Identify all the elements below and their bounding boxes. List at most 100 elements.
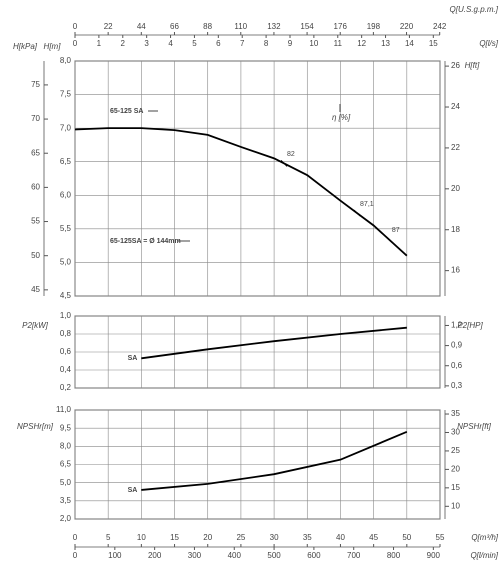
y-axis-label: NPSHr[m] xyxy=(17,422,54,431)
top-tick-label: 154 xyxy=(300,22,314,31)
x-tick-label: 0 xyxy=(73,533,78,542)
y2-tick-label: 15 xyxy=(451,483,460,492)
y-tick-label: 7,5 xyxy=(60,90,72,99)
y2-tick-label: 10 xyxy=(451,501,460,510)
y-tick-label: 0,2 xyxy=(60,383,72,392)
top-tick-label: 220 xyxy=(400,22,414,31)
y2-axis-label: H[ft] xyxy=(465,61,480,70)
y2-tick-label: 24 xyxy=(451,102,460,111)
efficiency-mark xyxy=(353,209,361,217)
x-tick-label: 15 xyxy=(170,533,179,542)
y2-tick-label: 18 xyxy=(451,225,460,234)
y2-tick-label: 16 xyxy=(451,266,460,275)
y2-axis-label: P2[HP] xyxy=(457,321,483,330)
top-tick-label: 2 xyxy=(121,39,126,48)
x2-tick-label: 100 xyxy=(108,551,122,560)
plot-frame xyxy=(74,60,441,297)
top-tick-label: 3 xyxy=(144,39,149,48)
y-tick-label: 5,0 xyxy=(60,478,72,487)
series-label: 65-125 SA xyxy=(110,108,143,115)
y2-tick-label: 20 xyxy=(451,184,460,193)
x-axis-label: Q[m³/h] xyxy=(471,533,498,542)
y-tick-label: 7,0 xyxy=(60,123,72,132)
y-tick-label: 5,5 xyxy=(60,224,72,233)
top-axis-label: Q[l/s] xyxy=(479,39,498,48)
x2-tick-label: 200 xyxy=(148,551,162,560)
top-tick-label: 0 xyxy=(73,22,78,31)
top-tick-label: 198 xyxy=(367,22,381,31)
top-tick-label: 9 xyxy=(288,39,293,48)
top-tick-label: 1 xyxy=(97,39,102,48)
curve xyxy=(141,326,407,360)
y-tick-label: 0,4 xyxy=(60,365,72,374)
x2-axis-label: Q[l/min] xyxy=(470,551,498,560)
y2-tick-label: 20 xyxy=(451,465,460,474)
top-tick-label: 12 xyxy=(357,39,366,48)
y-tick-label: 11,0 xyxy=(56,405,72,414)
top-tick-label: 6 xyxy=(216,39,221,48)
y-tick-label: 6,5 xyxy=(60,460,72,469)
top-tick-label: 14 xyxy=(405,39,414,48)
series-label: SA xyxy=(128,487,138,494)
top-tick-label: 8 xyxy=(264,39,269,48)
efficiency-label: 87,1 xyxy=(360,201,374,208)
x2-tick-label: 600 xyxy=(307,551,321,560)
y-tick-label: 6,5 xyxy=(60,157,72,166)
y-tick-label: 1,0 xyxy=(60,311,72,320)
top-tick-label: 242 xyxy=(433,22,447,31)
y2-tick-label: 26 xyxy=(451,61,460,70)
x-tick-label: 40 xyxy=(336,533,345,542)
top-tick-label: 44 xyxy=(137,22,146,31)
x-tick-label: 30 xyxy=(270,533,279,542)
y3-tick-label: 75 xyxy=(31,80,40,89)
top-tick-label: 7 xyxy=(240,39,245,48)
y2-tick-label: 0,6 xyxy=(451,361,463,370)
annotation: 65-125SA = Ø 144mm xyxy=(110,238,181,245)
y3-tick-label: 45 xyxy=(31,285,40,294)
y-tick-label: 5,0 xyxy=(60,258,72,267)
y-tick-label: 2,0 xyxy=(60,514,72,523)
top-tick-label: 4 xyxy=(168,39,173,48)
top-axis-label: Q[U.S.g.p.m.] xyxy=(450,5,499,14)
y-axis-label: P2[kW] xyxy=(22,321,49,330)
series-label: SA xyxy=(128,355,138,362)
y-tick-label: 0,8 xyxy=(60,329,72,338)
x2-tick-label: 800 xyxy=(387,551,401,560)
efficiency-mark xyxy=(385,236,393,243)
efficiency-label: 87 xyxy=(392,227,400,234)
y2-tick-label: 30 xyxy=(451,428,460,437)
top-tick-label: 176 xyxy=(334,22,348,31)
efficiency-label: 82 xyxy=(287,151,295,158)
top-tick-label: 5 xyxy=(192,39,197,48)
annotation: η [%] xyxy=(332,113,351,122)
top-tick-label: 66 xyxy=(170,22,179,31)
top-tick-label: 132 xyxy=(267,22,281,31)
x2-tick-label: 700 xyxy=(347,551,361,560)
y-tick-label: 6,0 xyxy=(60,190,72,199)
x-tick-label: 35 xyxy=(303,533,312,542)
x2-tick-label: 400 xyxy=(228,551,242,560)
y2-tick-label: 22 xyxy=(451,143,460,152)
y3-tick-label: 65 xyxy=(31,148,40,157)
y2-tick-label: 0,3 xyxy=(451,381,463,390)
top-tick-label: 110 xyxy=(234,22,247,31)
y3-tick-label: 70 xyxy=(31,114,40,123)
x-tick-label: 20 xyxy=(203,533,212,542)
x2-tick-label: 900 xyxy=(427,551,441,560)
top-tick-label: 0 xyxy=(73,39,78,48)
x-tick-label: 25 xyxy=(236,533,245,542)
y-tick-label: 8,0 xyxy=(60,441,72,450)
top-tick-label: 22 xyxy=(104,22,113,31)
curve xyxy=(74,127,408,257)
x2-tick-label: 0 xyxy=(73,551,78,560)
x-tick-label: 50 xyxy=(402,533,411,542)
x-tick-label: 10 xyxy=(137,533,146,542)
top-tick-label: 15 xyxy=(429,39,438,48)
y2-tick-label: 25 xyxy=(451,446,460,455)
y3-tick-label: 55 xyxy=(31,217,40,226)
y3-tick-label: 50 xyxy=(31,251,40,260)
y2-tick-label: 0,9 xyxy=(451,341,463,350)
y2-axis-label: NPSHr[ft] xyxy=(457,422,492,431)
y3-tick-label: 60 xyxy=(31,182,40,191)
